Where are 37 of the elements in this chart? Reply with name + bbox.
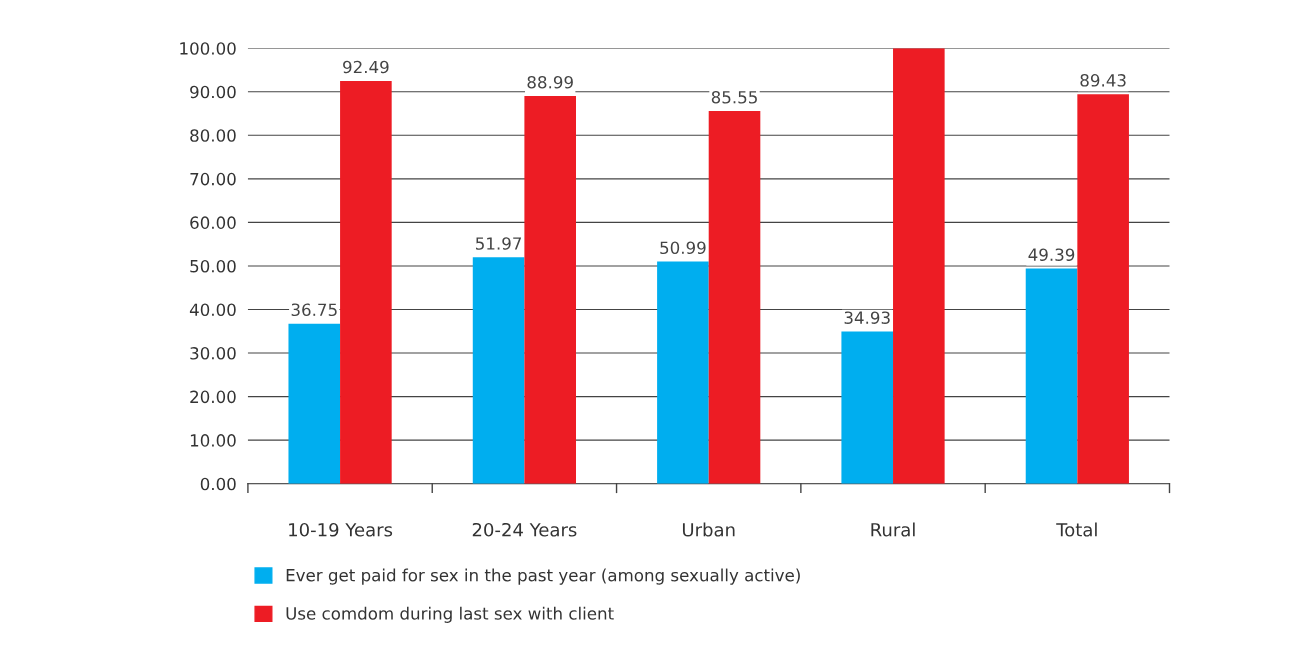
data-label: 51.97 — [476, 237, 522, 250]
bar — [657, 261, 709, 484]
bar — [708, 111, 761, 484]
y-tick-label: 100.00 — [180, 42, 236, 55]
bar — [1077, 94, 1129, 484]
y-tick-label: 90.00 — [190, 85, 236, 99]
bar — [893, 48, 945, 484]
bar — [524, 96, 576, 484]
y-tick-label: 0.00 — [200, 477, 236, 491]
data-label: 49.39 — [1028, 248, 1075, 262]
y-tick-label: 10.00 — [190, 434, 236, 447]
data-label: 50.99 — [660, 241, 706, 255]
x-tick-label: Total — [1056, 522, 1097, 537]
data-label: 36.75 — [291, 303, 337, 317]
y-tick-label: 20.00 — [190, 390, 236, 404]
y-tick-label: 80.00 — [190, 129, 236, 142]
y-tick-label: 70.00 — [190, 172, 236, 186]
bar — [1025, 268, 1078, 484]
bar — [841, 331, 894, 484]
data-label: 89.43 — [1080, 74, 1126, 87]
data-label: 88.99 — [527, 75, 573, 89]
x-tick-label: 10-19 Years — [289, 522, 393, 537]
data-label: 34.93 — [844, 311, 890, 324]
data-label: 92.49 — [343, 60, 389, 74]
x-tick-label: Urban — [682, 522, 735, 537]
bar — [288, 323, 341, 484]
y-tick-label: 50.00 — [190, 259, 236, 273]
data-label: 85.55 — [711, 90, 757, 104]
bar — [472, 257, 525, 484]
y-tick-label: 30.00 — [190, 347, 236, 360]
y-tick-label: 60.00 — [190, 216, 236, 229]
y-tick-label: 40.00 — [189, 303, 236, 317]
x-tick-label: 20-24 Years — [472, 522, 577, 537]
legend-label: Use comdom during last sex with client — [286, 606, 614, 623]
x-tick-label: Rural — [871, 522, 915, 537]
legend-label: Ever get paid for sex in the past year (among sexually active) — [286, 568, 800, 585]
bar — [340, 80, 392, 484]
